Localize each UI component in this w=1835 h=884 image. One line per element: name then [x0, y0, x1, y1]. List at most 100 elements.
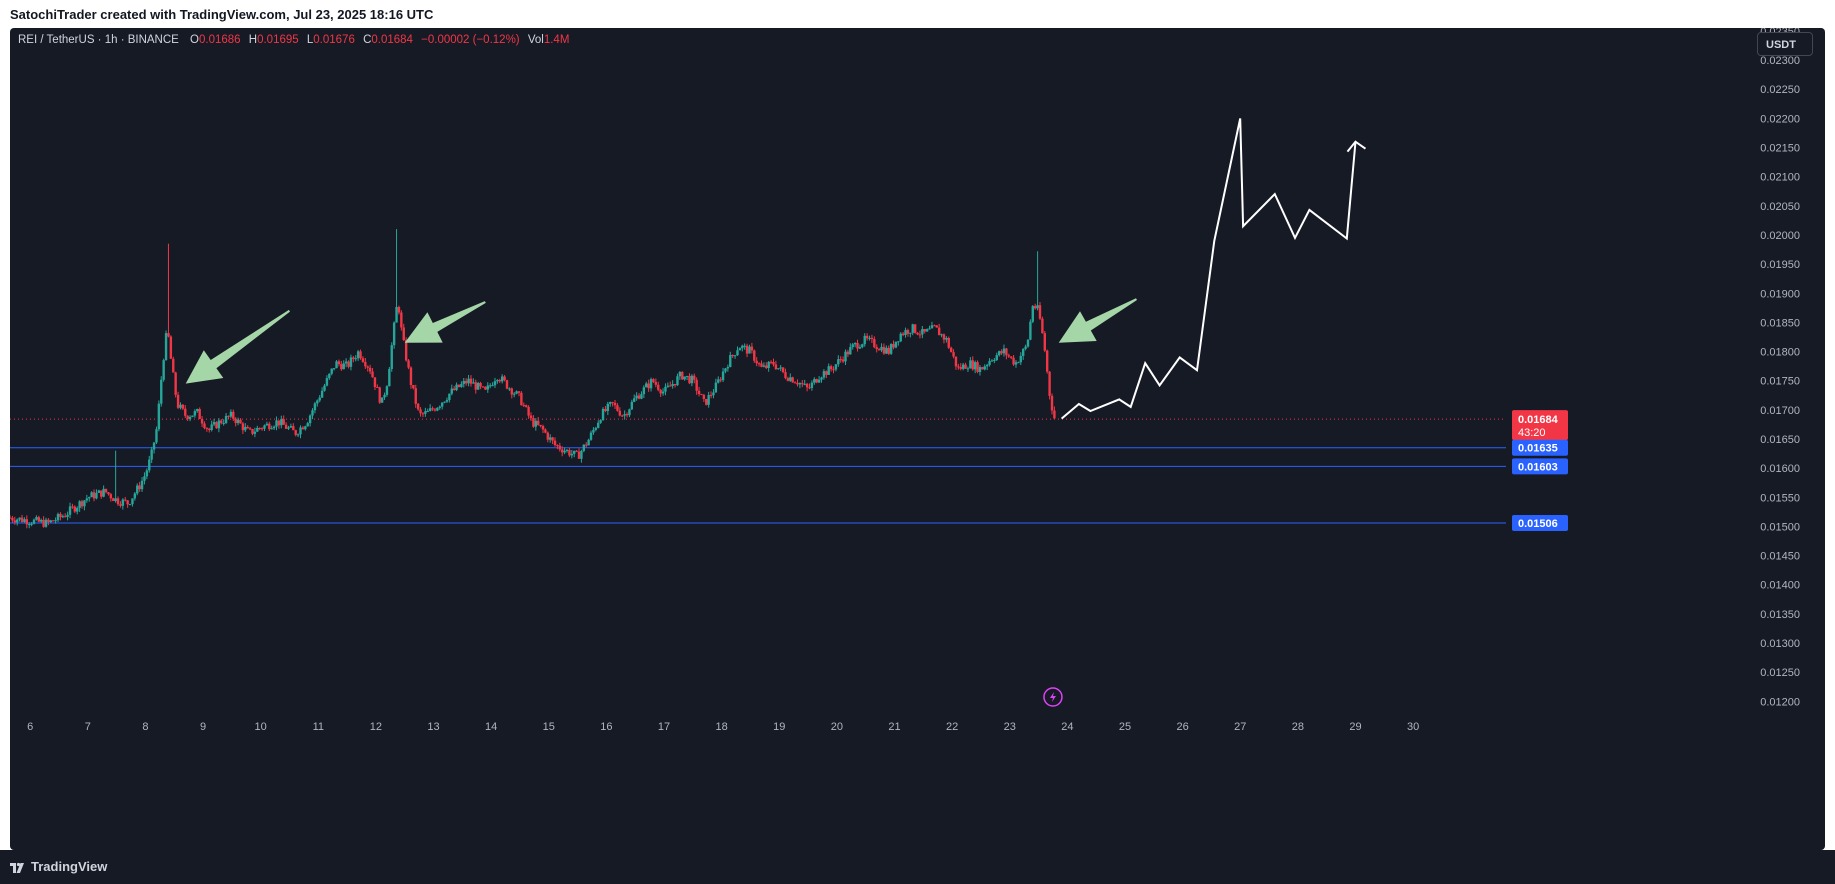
price-chart[interactable]: 0.023500.023000.022500.022000.021500.021…: [10, 28, 1825, 850]
candle-body: [373, 377, 377, 388]
projection-path[interactable]: [1060, 118, 1357, 420]
candle-body: [767, 361, 770, 368]
candle-body: [248, 428, 252, 430]
candle-body: [164, 333, 168, 361]
candle-body: [25, 519, 29, 525]
legend-low-label: L: [306, 34, 314, 46]
candle-body: [90, 492, 93, 498]
candle-body: [1036, 305, 1039, 309]
annotation-arrow[interactable]: [404, 301, 486, 343]
level-price-tag: [1512, 514, 1568, 531]
x-tick-label: 10: [255, 721, 267, 733]
candle-body: [160, 379, 163, 404]
candle-body: [1031, 306, 1034, 322]
candle-body: [856, 342, 859, 349]
candle-body: [539, 424, 542, 427]
candle-body: [188, 416, 192, 420]
candle-body: [618, 410, 622, 416]
candle-body: [1019, 355, 1022, 363]
candle-body: [904, 330, 907, 335]
candle-body: [798, 383, 802, 385]
candle-body: [765, 365, 768, 368]
candle-body: [635, 395, 638, 399]
lightning-icon[interactable]: [1043, 687, 1063, 707]
candle-body: [143, 476, 146, 481]
candle-body: [863, 335, 866, 345]
candle-body: [712, 392, 715, 396]
candle-body: [481, 386, 485, 388]
candle-body: [500, 376, 504, 382]
candle-body: [599, 420, 602, 423]
candle-body: [688, 375, 691, 384]
candle-body: [1007, 355, 1010, 357]
candle-body: [585, 444, 588, 446]
candle-body: [44, 519, 48, 527]
candle-body: [10, 517, 12, 519]
candle-body: [527, 406, 530, 416]
y-tick-label: 0.01900: [1760, 288, 1800, 300]
legend-symbol[interactable]: REI / TetherUS · 1h · BINANCE: [18, 34, 179, 46]
x-tick-label: 28: [1292, 721, 1304, 733]
candle-body: [150, 449, 153, 460]
candle-body: [155, 429, 158, 443]
candle-body: [861, 344, 864, 348]
candle-body: [316, 400, 319, 404]
candle-body: [673, 383, 677, 386]
candle-body: [803, 383, 806, 385]
candle-body: [705, 398, 708, 405]
candle-body: [928, 328, 931, 330]
candle-body: [695, 379, 698, 391]
annotation-arrow[interactable]: [1058, 298, 1137, 343]
candle-body: [529, 415, 533, 419]
candle-body: [265, 423, 269, 426]
candle-body: [844, 351, 847, 362]
candle-body: [376, 387, 379, 389]
candle-body: [445, 400, 449, 402]
currency-button[interactable]: USDT: [1757, 32, 1813, 56]
x-tick-label: 6: [27, 721, 33, 733]
last-price-tag-value: 0.01684: [1518, 414, 1559, 426]
tradingview-logo[interactable]: TradingView: [10, 859, 107, 874]
candle-body: [284, 424, 288, 429]
candle-body: [858, 347, 862, 349]
candle-body: [964, 364, 967, 369]
candle-body: [913, 324, 917, 333]
x-tick-label: 19: [773, 721, 785, 733]
candle-body: [609, 402, 612, 404]
candle-body: [479, 382, 482, 387]
candle-body: [54, 520, 57, 522]
candle-body: [1053, 410, 1056, 419]
chart-panel[interactable]: 0.023500.023000.022500.022000.021500.021…: [10, 28, 1825, 850]
candle-body: [657, 384, 660, 390]
attribution-bar: SatochiTrader created with TradingView.c…: [0, 0, 1835, 28]
candle-body: [330, 368, 333, 374]
candle-body: [414, 388, 417, 404]
x-tick-label: 9: [200, 721, 206, 733]
candle-body: [260, 428, 264, 430]
candle-body: [47, 519, 50, 523]
candle-body: [604, 408, 607, 412]
candle-body: [222, 422, 225, 424]
candle-body: [436, 407, 439, 411]
candle-body: [870, 337, 874, 340]
candle-body: [205, 428, 209, 430]
candle-body: [30, 523, 33, 525]
candle-body: [805, 383, 809, 388]
candle-body: [647, 383, 650, 389]
candle-body: [140, 480, 144, 490]
candle-body: [258, 427, 261, 429]
candle-body: [753, 350, 756, 361]
candle-body: [133, 493, 137, 499]
candle-body: [625, 414, 629, 416]
last-price-tag: [1512, 410, 1568, 441]
candle-body: [450, 388, 453, 394]
y-tick-label: 0.01550: [1760, 492, 1800, 504]
candle-body: [669, 385, 672, 387]
candle-body: [402, 327, 405, 341]
candle-body: [210, 424, 213, 430]
x-tick-label: 21: [888, 721, 900, 733]
candle-body: [889, 344, 893, 354]
candle-body: [52, 520, 55, 522]
annotation-arrow[interactable]: [185, 309, 290, 384]
candle-body: [719, 379, 722, 381]
